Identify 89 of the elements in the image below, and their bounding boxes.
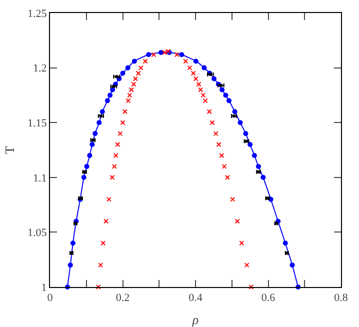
point: [128, 87, 134, 92]
point: [131, 82, 136, 87]
point: [220, 87, 225, 92]
point: [125, 65, 130, 70]
point: [146, 52, 152, 58]
point: [158, 50, 164, 55]
point: [151, 52, 156, 58]
point: [96, 120, 102, 126]
point: [202, 65, 207, 70]
point: [223, 92, 228, 98]
point: [196, 82, 202, 87]
x-tick-label: 0.8: [334, 292, 348, 304]
point: [210, 120, 215, 126]
point: [234, 218, 240, 224]
point: [244, 262, 250, 268]
point: [193, 58, 198, 64]
point: [104, 218, 109, 224]
x-tick-label: 0.6: [261, 292, 276, 304]
point: [98, 262, 104, 268]
y-tick-label: 1.05: [28, 227, 48, 240]
point: [70, 240, 76, 246]
point: [132, 58, 137, 64]
point: [200, 92, 206, 98]
point: [248, 142, 253, 148]
point: [260, 174, 266, 180]
point: [142, 58, 148, 64]
y-tick-label: 1.2: [33, 62, 47, 75]
point: [118, 131, 123, 136]
point: [230, 196, 236, 202]
point: [68, 262, 73, 268]
point: [219, 152, 224, 158]
point: [120, 70, 126, 76]
point: [226, 98, 232, 104]
point: [198, 87, 204, 92]
point: [92, 131, 98, 136]
point: [239, 240, 244, 246]
point: [108, 92, 113, 98]
point: [190, 70, 196, 76]
point: [193, 76, 198, 82]
point: [106, 196, 112, 202]
point: [183, 58, 188, 64]
point: [84, 164, 90, 169]
y-tick-label: 1.1: [33, 172, 47, 184]
point: [202, 98, 208, 104]
point: [216, 142, 222, 148]
point: [122, 109, 128, 114]
point: [90, 142, 95, 148]
y-tick-label: 1.15: [28, 117, 48, 130]
y-tick-label: 1: [41, 282, 47, 294]
x-tick-label: 0: [47, 292, 54, 304]
point: [206, 109, 212, 114]
point: [115, 142, 120, 148]
point: [136, 70, 141, 76]
point: [110, 87, 116, 92]
point: [248, 284, 254, 290]
x-axis-title: ρ: [191, 312, 199, 327]
point: [213, 131, 218, 136]
point: [232, 109, 238, 114]
point: [110, 174, 115, 180]
point: [174, 52, 180, 58]
point: [222, 164, 227, 169]
point: [113, 152, 118, 158]
point: [104, 98, 110, 104]
point: [282, 240, 288, 246]
point: [290, 262, 295, 268]
point: [120, 120, 126, 126]
point: [81, 174, 86, 180]
point: [243, 131, 248, 136]
point: [96, 284, 101, 290]
point: [87, 152, 92, 158]
y-axis-title: T: [2, 146, 17, 154]
point: [138, 65, 144, 70]
point: [212, 76, 217, 82]
point: [252, 152, 257, 158]
x-tick-label: 0.4: [188, 292, 203, 304]
point: [100, 240, 106, 246]
point: [225, 174, 230, 180]
point: [187, 65, 192, 70]
point: [126, 98, 131, 104]
x-tick-label: 0.2: [116, 292, 130, 304]
point: [100, 109, 105, 114]
point: [112, 164, 117, 169]
point: [127, 92, 132, 98]
point: [162, 50, 168, 55]
point: [256, 164, 261, 169]
point: [179, 52, 184, 58]
point: [132, 76, 138, 82]
point: [238, 120, 243, 126]
y-tick-label: 1.25: [28, 8, 48, 20]
